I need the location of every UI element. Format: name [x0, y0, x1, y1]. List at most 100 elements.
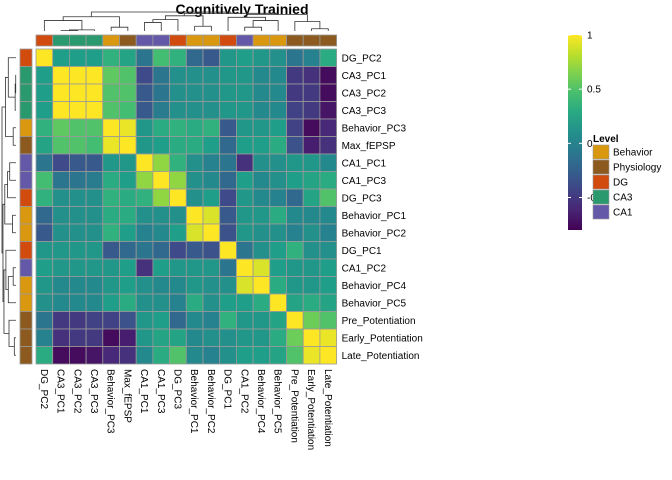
- heatmap-cell: [202, 293, 221, 312]
- top-dendrogram: [43, 11, 329, 32]
- heatmap-cell: [302, 223, 321, 242]
- column-level-swatch: [219, 34, 237, 47]
- column-labels: DG_PC2 CA3_PC1 CA3_PC2 CA3_PC3 Behavior_PC3 M…: [38, 369, 333, 450]
- heatmap-cell: [52, 83, 70, 102]
- dendrogram-branch: [5, 77, 14, 137]
- heatmap-cell: [102, 258, 120, 277]
- row-label: Behavior_PC3: [342, 123, 407, 134]
- heatmap-cell: [185, 66, 204, 85]
- heatmap-cell: [152, 136, 170, 155]
- heatmap-cell: [202, 83, 221, 102]
- heatmap-cell: [52, 346, 70, 365]
- heatmap-cell: [252, 153, 271, 172]
- heatmap-cell: [252, 101, 271, 120]
- heatmap-cell: [135, 171, 154, 190]
- column-level-swatch: [302, 34, 321, 47]
- heatmap-cell: [135, 328, 154, 347]
- heatmap-cell: [119, 223, 137, 242]
- heatmap-cell: [319, 223, 337, 242]
- column-level-swatch: [169, 34, 187, 47]
- heatmap-cell: [35, 188, 54, 207]
- heatmap-cell: [119, 136, 137, 155]
- heatmap-cell: [235, 311, 254, 330]
- heatmap-cell: [319, 101, 337, 120]
- heatmap-cell: [69, 223, 87, 242]
- heatmap-cell: [35, 153, 54, 172]
- heatmap-cells: [35, 48, 337, 365]
- row-level-swatch: [19, 276, 33, 295]
- dendrogram-branch: [294, 21, 321, 31]
- heatmap-cell: [35, 311, 54, 330]
- heatmap-cell: [185, 328, 204, 347]
- heatmap-cell: [35, 206, 54, 225]
- heatmap-cell: [102, 48, 120, 67]
- heatmap-cell: [269, 118, 287, 137]
- heatmap-cell: [302, 206, 321, 225]
- heatmap-cell: [286, 328, 304, 347]
- column-label: Max_fEPSP: [121, 369, 132, 423]
- heatmap-cell: [219, 66, 237, 85]
- dendrogram-branch: [144, 22, 162, 31]
- level-legend: Level Behavior Physiology DG CA3 CA1: [592, 134, 661, 220]
- heatmap-cell: [252, 83, 271, 102]
- heatmap-cell: [202, 171, 221, 190]
- dendrogram-branch: [12, 127, 16, 146]
- heatmap-cell: [102, 171, 120, 190]
- heatmap-cell: [235, 136, 254, 155]
- heatmap-cell: [169, 241, 187, 260]
- heatmap-cell: [252, 293, 271, 312]
- heatmap-cell: [319, 188, 337, 207]
- heatmap-cell: [85, 153, 104, 172]
- heatmap-cell: [52, 48, 70, 67]
- heatmap-cell: [35, 346, 54, 365]
- dendrogram-branch: [227, 16, 267, 31]
- heatmap-cell: [219, 118, 237, 137]
- column-label: Early_Potentiation: [305, 369, 316, 450]
- heatmap-cell: [169, 101, 187, 120]
- heatmap-cell: [35, 48, 54, 67]
- heatmap-cell: [169, 48, 187, 67]
- column-label: Behavior_PC1: [188, 369, 199, 434]
- heatmap-cell: [235, 276, 254, 295]
- heatmap-cell: [135, 188, 154, 207]
- row-level-annotation: [19, 48, 33, 365]
- heatmap-cell: [52, 188, 70, 207]
- heatmap-cell: [69, 153, 87, 172]
- row-label: Early_Potentiation: [342, 333, 423, 344]
- heatmap-cell: [69, 276, 87, 295]
- heatmap-cell: [52, 241, 70, 260]
- heatmap-cell: [135, 153, 154, 172]
- heatmap-cell: [319, 118, 337, 137]
- heatmap-cell: [85, 206, 104, 225]
- heatmap-cell: [286, 48, 304, 67]
- heatmap-cell: [69, 206, 87, 225]
- heatmap-cell: [202, 153, 221, 172]
- heatmap-cell: [185, 223, 204, 242]
- level-legend-swatch: [592, 144, 610, 160]
- heatmap-cell: [269, 153, 287, 172]
- heatmap-cell: [219, 153, 237, 172]
- heatmap-cell: [202, 188, 221, 207]
- heatmap-cell: [69, 328, 87, 347]
- heatmap-cell: [35, 136, 54, 155]
- heatmap-cell: [319, 276, 337, 295]
- heatmap-cell: [235, 346, 254, 365]
- heatmap-cell: [202, 311, 221, 330]
- heatmap-cell: [152, 153, 170, 172]
- column-label: Pre_Potentiation: [288, 369, 299, 443]
- heatmap-cell: [202, 48, 221, 67]
- heatmap-cell: [252, 328, 271, 347]
- heatmap-cell: [185, 83, 204, 102]
- heatmap-cell: [52, 276, 70, 295]
- heatmap-cell: [302, 83, 321, 102]
- column-label: Behavior_PC4: [255, 369, 266, 434]
- dendrogram-branch: [5, 249, 16, 291]
- heatmap-cell: [185, 311, 204, 330]
- heatmap-cell: [252, 346, 271, 365]
- heatmap-cell: [202, 328, 221, 347]
- heatmap-cell: [152, 223, 170, 242]
- column-level-swatch: [52, 34, 70, 47]
- heatmap-cell: [152, 311, 170, 330]
- column-label: CA1_PC2: [238, 369, 249, 414]
- heatmap-cell: [319, 136, 337, 155]
